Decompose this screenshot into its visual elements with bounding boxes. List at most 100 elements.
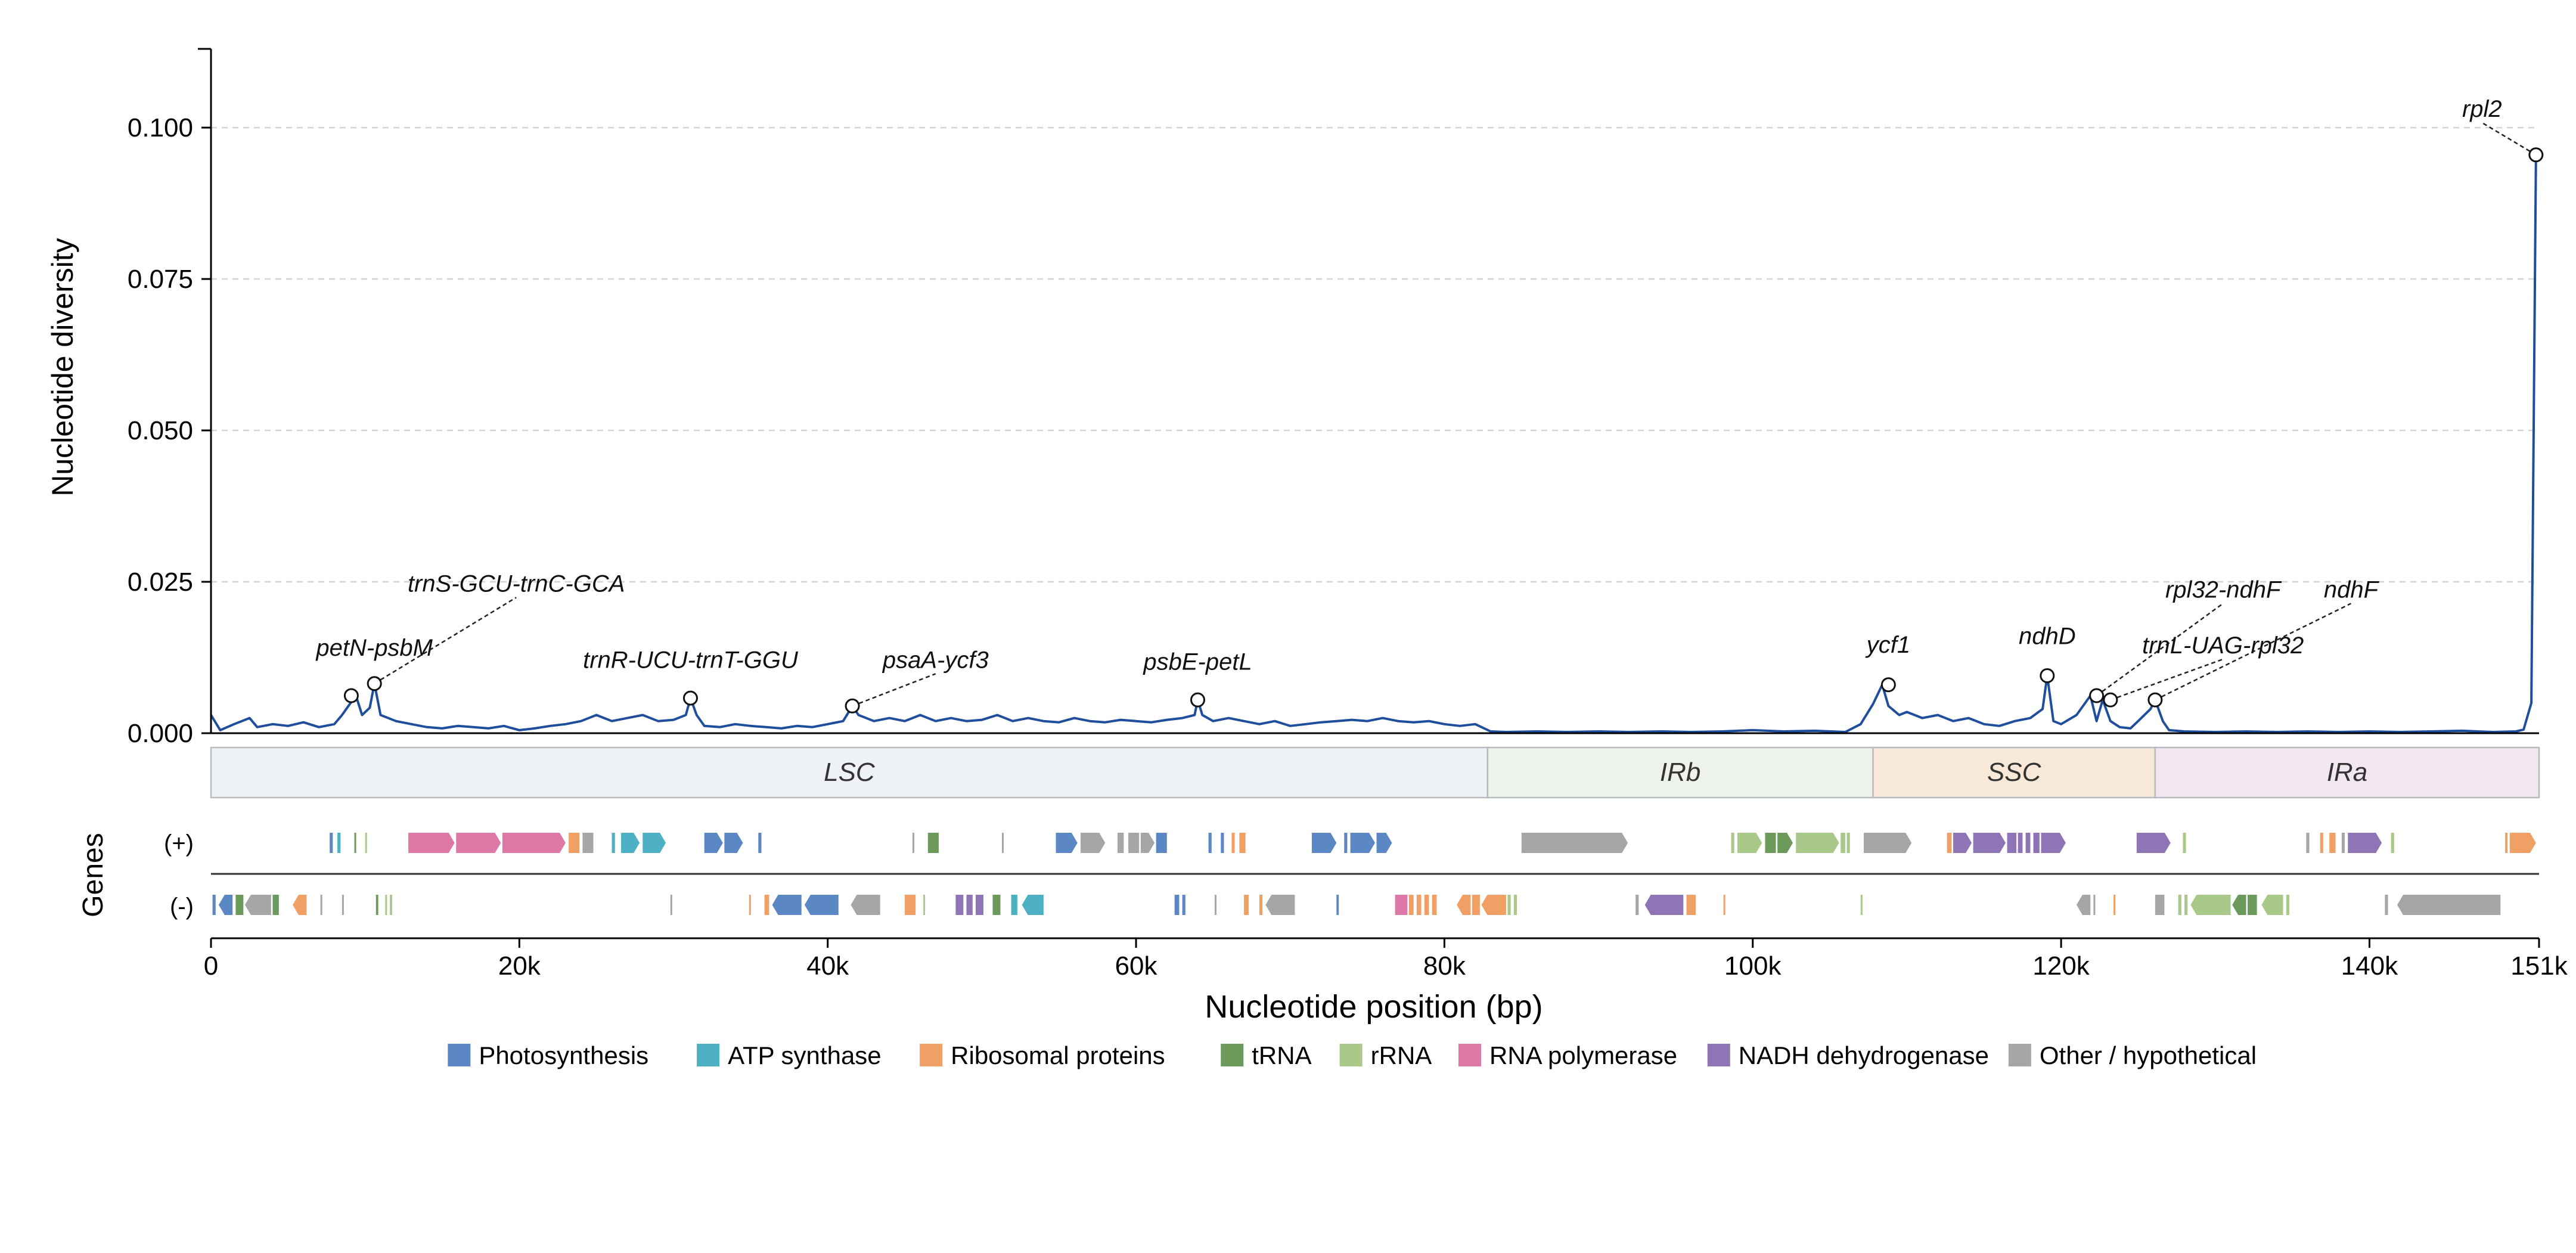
- peak-leader-8: [2110, 658, 2224, 701]
- minus-gene-20: [966, 895, 973, 915]
- plus-gene-11: [643, 833, 666, 853]
- y-tick-label-3: 0.075: [128, 265, 193, 294]
- plus-gene-48: [2041, 833, 2066, 853]
- region-label-irb: IRb: [1660, 758, 1700, 787]
- minus-gene-56: [2261, 895, 2283, 915]
- plus-gene-10: [621, 833, 640, 853]
- legend-label-ribo: Ribosomal proteins: [951, 1041, 1165, 1069]
- plus-gene-32: [1521, 833, 1628, 853]
- plus-strand-genes: [211, 833, 2539, 875]
- minus-gene-40: [1507, 895, 1511, 915]
- x-axis-label: Nucleotide position (bp): [1205, 989, 1543, 1025]
- legend: Photosynthesis ATP synthase Ribosomal prot…: [448, 1041, 2257, 1069]
- plus-gene-15: [912, 833, 914, 853]
- plus-gene-28: [1311, 833, 1337, 853]
- legend-swatch-atp: [697, 1044, 720, 1066]
- plus-gene-43: [1973, 833, 2006, 853]
- minus-gene-55: [2248, 895, 2257, 915]
- plus-gene-57: [2505, 833, 2507, 853]
- plus-gene-50: [2183, 833, 2186, 853]
- legend-label-other: Other / hypothetical: [2040, 1041, 2257, 1069]
- minus-gene-13: [764, 895, 769, 915]
- minus-gene-50: [2155, 895, 2165, 915]
- legend-swatch-ndh: [1707, 1044, 1730, 1066]
- legend-label-photo: Photosynthesis: [479, 1041, 648, 1069]
- legend-label-rnap: RNA polymerase: [1489, 1041, 1677, 1069]
- y-tick-label-2: 0.050: [128, 416, 193, 445]
- minus-gene-36: [1432, 895, 1437, 915]
- peak-marker-2: [682, 690, 698, 706]
- region-label-lsc: LSC: [824, 758, 876, 787]
- plus-gene-30: [1350, 833, 1375, 853]
- genome-region-bar: LSC IRb SSC IRa: [210, 746, 2540, 799]
- legend-swatch-trna: [1221, 1044, 1244, 1066]
- x-tick-label-5: 100k: [1724, 951, 1782, 981]
- x-axis-ticks: 0 20k 40k 60k 80k 100k 120k 140k 151k: [204, 938, 2568, 981]
- plus-gene-33: [1731, 833, 1734, 853]
- y-axis-label: Nucleotide diversity: [46, 238, 79, 497]
- minus-strand-genes: [212, 895, 2501, 915]
- peak-leader-1: [374, 597, 517, 684]
- plus-gene-8: [582, 833, 594, 853]
- x-tick-label-7: 140k: [2341, 951, 2398, 981]
- minus-gene-30: [1265, 895, 1295, 915]
- peak-marker-7: [2089, 688, 2105, 703]
- minus-gene-41: [1513, 895, 1517, 915]
- diversity-line-layer: [210, 156, 2539, 733]
- peak-leader-10: [2481, 122, 2537, 156]
- plus-gene-3: [365, 833, 367, 853]
- peak-label-0: petN-psbM: [315, 635, 433, 661]
- plus-gene-35: [1765, 833, 1776, 853]
- minus-gene-53: [2190, 895, 2231, 915]
- peak-marker-10: [2528, 147, 2544, 163]
- minus-gene-1: [218, 895, 233, 915]
- plus-gene-25: [1221, 833, 1224, 853]
- diversity-line: [210, 156, 2539, 733]
- legend-swatch-rnap: [1458, 1044, 1481, 1066]
- minus-gene-6: [320, 895, 322, 915]
- plus-gene-16: [927, 833, 939, 853]
- plus-gene-45: [2018, 833, 2023, 853]
- genes-axis-label: Genes: [77, 833, 109, 917]
- minus-strand-label: (-): [170, 894, 194, 920]
- minus-gene-22: [992, 895, 1001, 915]
- peak-marker-1: [367, 676, 382, 691]
- minus-gene-21: [976, 895, 983, 915]
- minus-gene-7: [342, 895, 344, 915]
- plus-gene-49: [2136, 833, 2171, 853]
- peak-annotations: petN-psbM trnS-GCU-trnC-GCA trnR-UCU-trnT-…: [315, 96, 2544, 714]
- plus-gene-31: [1376, 833, 1392, 853]
- plus-gene-34: [1737, 833, 1762, 853]
- peak-marker-3: [845, 698, 860, 714]
- plus-gene-17: [1002, 833, 1004, 853]
- plus-gene-1: [337, 833, 341, 853]
- y-tick-label-0: 0.000: [128, 719, 193, 748]
- legend-swatch-other: [2008, 1044, 2031, 1066]
- minus-gene-45: [1723, 895, 1725, 915]
- minus-gene-59: [2397, 895, 2501, 915]
- peak-label-2: trnR-UCU-trnT-GGU: [583, 647, 799, 673]
- plus-gene-6: [502, 833, 566, 853]
- minus-gene-12: [749, 895, 751, 915]
- minus-gene-11: [670, 895, 672, 915]
- peak-label-10: rpl2: [2462, 96, 2502, 122]
- minus-gene-57: [2286, 895, 2289, 915]
- plus-gene-47: [2033, 833, 2040, 853]
- x-tick-label-2: 40k: [806, 951, 849, 981]
- region-ssc: [1872, 746, 2156, 799]
- peak-label-3: psaA-ycf3: [882, 647, 989, 673]
- peak-label-5: ycf1: [1865, 632, 1910, 658]
- plus-gene-44: [2007, 833, 2017, 853]
- plus-gene-13: [724, 833, 743, 853]
- legend-label-trna: tRNA: [1252, 1041, 1311, 1069]
- plus-gene-14: [758, 833, 762, 853]
- minus-gene-43: [1644, 895, 1684, 915]
- peak-marker-0: [343, 688, 359, 703]
- plus-gene-22: [1140, 833, 1155, 853]
- plus-gene-36: [1777, 833, 1793, 853]
- minus-gene-25: [1174, 895, 1180, 915]
- plus-gene-37: [1796, 833, 1839, 853]
- region-lsc: [210, 746, 1489, 799]
- plus-gene-12: [704, 833, 723, 853]
